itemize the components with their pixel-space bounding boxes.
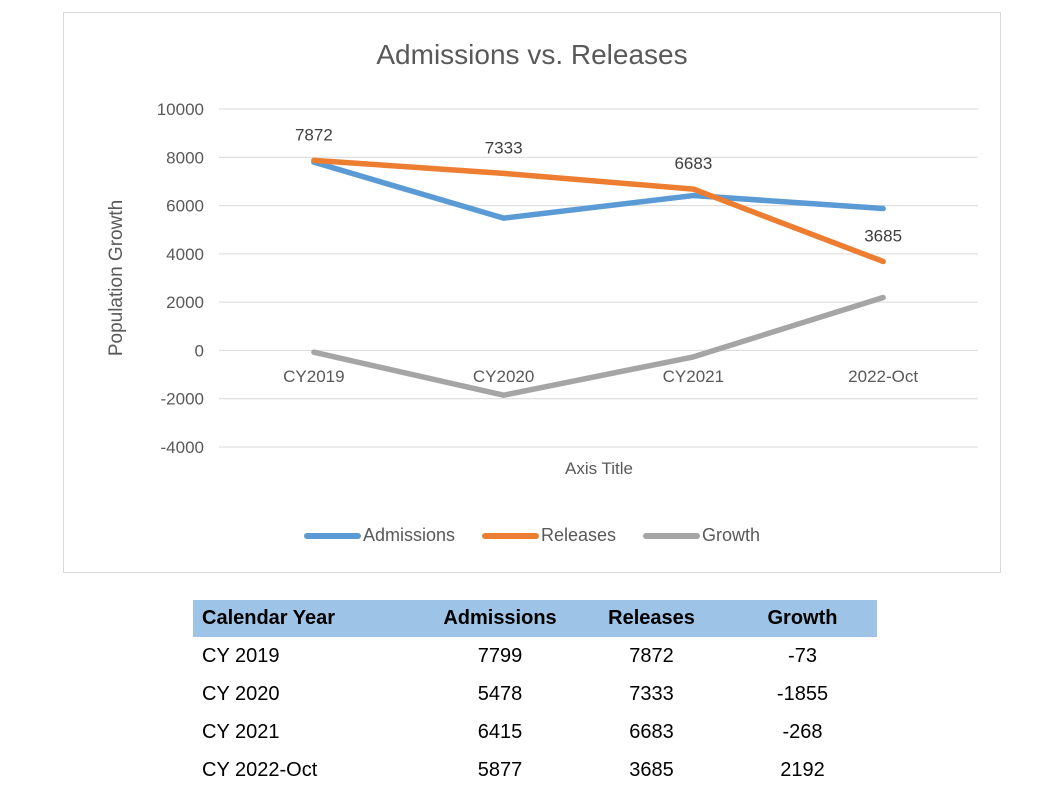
line-chart: 10000 8000 6000 4000 2000 0 -2000 -4000 CY2019 CY… (63, 12, 1001, 573)
plot-area: 10000 8000 6000 4000 2000 0 -2000 -4000 CY2019 CY… (157, 100, 978, 457)
table-cell: 3685 (629, 758, 674, 781)
table-cell: CY 2021 (202, 720, 280, 743)
legend-label: Releases (540, 525, 617, 545)
y-axis-title: Population Growth (106, 199, 127, 357)
table-cell: 6415 (477, 720, 523, 743)
chart-title: Admissions vs. Releases (376, 39, 688, 70)
table-body: CY 2019 7799 7872 -73 CY 2020 5478 7333 -1855 CY… (193, 637, 877, 789)
legend-swatch (643, 532, 701, 539)
x-category-label: CY2020 (473, 367, 534, 386)
table-cell: CY 2019 (202, 644, 280, 667)
table-cell: CY 2022-Oct (202, 758, 318, 781)
data-label: 6683 (674, 154, 712, 173)
table-header-growth: Growth (728, 600, 877, 637)
table-cell: -73 (788, 644, 817, 667)
table-header-row: Calendar Year Admissions Releases Growth (193, 600, 877, 637)
y-tick-label: 2000 (166, 293, 204, 312)
y-tick-label: -4000 (161, 438, 204, 457)
legend-label: Admissions (362, 525, 455, 545)
series-line-growth (311, 294, 886, 398)
x-category-label: 2022-Oct (848, 367, 918, 386)
data-table: Calendar Year Admissions Releases Growth CY… (193, 600, 877, 789)
x-category-label: CY2021 (663, 367, 724, 386)
data-label: 7872 (295, 125, 333, 144)
data-label: 7333 (485, 138, 523, 157)
y-tick-label: 10000 (157, 100, 204, 119)
table-cell: CY 2020 (202, 682, 280, 705)
table-header-calendar-year: Calendar Year (193, 600, 425, 637)
table-cell: 7872 (629, 644, 674, 667)
y-tick-label: -2000 (161, 390, 204, 409)
table-cell: 7333 (629, 682, 674, 705)
table-row: CY 2022-Oct 5877 3685 2192 (193, 751, 877, 789)
chart-legend: Admissions Releases Growth (64, 525, 1000, 546)
table-header-admissions: Admissions (425, 600, 575, 637)
table-header-releases: Releases (575, 600, 728, 637)
series-line-releases (311, 157, 886, 265)
table-row: CY 2019 7799 7872 -73 (193, 637, 877, 675)
legend-swatch (303, 532, 361, 539)
table-cell: -1855 (776, 682, 829, 705)
y-tick-label: 4000 (166, 245, 204, 264)
y-tick-label: 6000 (166, 197, 204, 216)
legend-label: Growth (702, 525, 761, 545)
table-cell: 5877 (477, 758, 523, 781)
x-axis-title: Axis Title (564, 459, 634, 478)
legend-item-growth: Growth (643, 525, 760, 546)
legend-swatch (481, 532, 539, 539)
table-row: CY 2021 6415 6683 -268 (193, 713, 877, 751)
table-cell: 7799 (477, 644, 523, 667)
table-cell: 5478 (477, 682, 523, 705)
table-cell: -268 (782, 720, 823, 743)
series-line-admissions (311, 159, 886, 221)
legend-item-releases: Releases (481, 525, 617, 546)
y-tick-label: 8000 (166, 148, 204, 167)
legend-item-admissions: Admissions (303, 525, 455, 546)
x-category-label: CY2019 (283, 367, 344, 386)
table-cell: 6683 (629, 720, 674, 743)
y-tick-label: 0 (195, 341, 204, 360)
table-cell: 2192 (780, 758, 825, 781)
data-label: 3685 (864, 226, 902, 245)
table-header: Calendar Year Admissions Releases Growth (193, 600, 877, 637)
table-row: CY 2020 5478 7333 -1855 (193, 675, 877, 713)
